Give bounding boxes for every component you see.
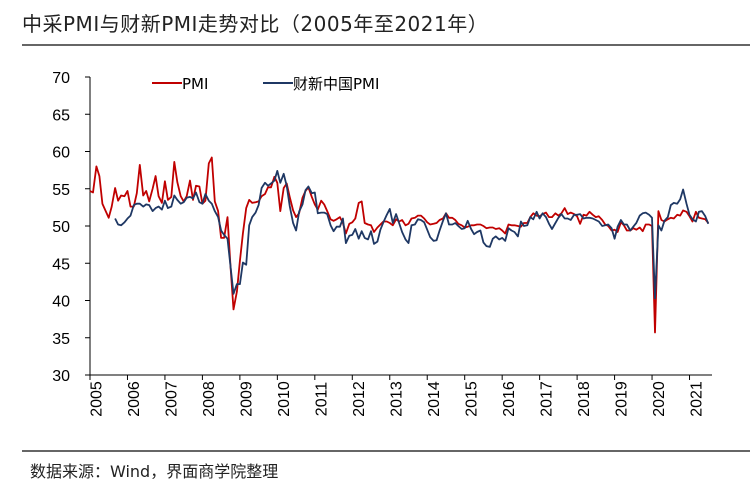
x-tick-label: 2018 bbox=[576, 381, 593, 417]
y-tick-label: 70 bbox=[52, 70, 70, 87]
x-tick-label: 2012 bbox=[351, 381, 368, 417]
x-tick-label: 2016 bbox=[501, 381, 518, 417]
y-tick-label: 60 bbox=[52, 145, 70, 162]
page-title: 中采PMI与财新PMI走势对比（2005年至2021年） bbox=[22, 12, 489, 36]
legend-label: 财新中国PMI bbox=[293, 75, 379, 93]
x-tick-label: 2006 bbox=[126, 381, 143, 417]
x-tick-label: 2011 bbox=[314, 382, 331, 417]
x-tick-label: 2010 bbox=[276, 381, 293, 417]
x-tick-label: 2008 bbox=[201, 381, 218, 417]
x-tick-label: 2021 bbox=[688, 381, 705, 417]
y-tick-label: 40 bbox=[52, 294, 70, 311]
series-line-pmi bbox=[89, 156, 709, 334]
y-tick-label: 30 bbox=[52, 368, 70, 385]
x-tick-label: 2013 bbox=[388, 381, 405, 417]
y-tick-label: 35 bbox=[52, 331, 70, 348]
y-tick-label: 65 bbox=[52, 107, 70, 124]
y-tick-label: 55 bbox=[52, 182, 70, 199]
series-line-caixin-pmi bbox=[114, 170, 710, 300]
x-tick-label: 2014 bbox=[426, 381, 443, 417]
data-source-note: 数据来源：Wind，界面商学院整理 bbox=[30, 462, 279, 481]
x-tick-label: 2015 bbox=[463, 381, 480, 417]
x-tick-label: 2009 bbox=[239, 381, 256, 417]
legend-label: PMI bbox=[182, 75, 208, 93]
x-tick-label: 2017 bbox=[538, 381, 555, 417]
chart-axes: 30 35 40 45 50 55 60 65 70 2005 2006 2007 2008 2009 20… bbox=[52, 70, 712, 417]
y-tick-label: 45 bbox=[52, 256, 70, 273]
x-tick-label: 2019 bbox=[613, 381, 630, 417]
chart-legend: PMI 财新中国PMI bbox=[152, 75, 379, 93]
x-tick-label: 2005 bbox=[89, 381, 106, 417]
y-tick-label: 50 bbox=[52, 219, 70, 236]
title-divider bbox=[22, 44, 750, 46]
footer-divider bbox=[22, 450, 750, 452]
x-tick-label: 2007 bbox=[164, 381, 181, 417]
series-layer bbox=[89, 156, 710, 334]
x-tick-label: 2020 bbox=[651, 381, 668, 417]
pmi-line-chart: 30 35 40 45 50 55 60 65 70 2005 2006 2007 2008 2009 20… bbox=[52, 70, 712, 417]
